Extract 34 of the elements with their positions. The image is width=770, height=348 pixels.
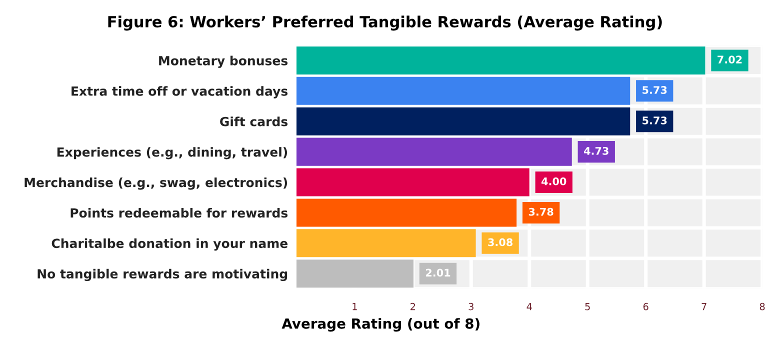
data-label: 4.73 xyxy=(584,146,608,155)
chart-title: Figure 6: Workers’ Preferred Tangible Rewards (Average Rating) xyxy=(108,16,662,31)
data-label: 7.02 xyxy=(718,56,742,64)
data-label: 5.73 xyxy=(642,116,667,124)
y-tick-label: No tangible rewards are motivating xyxy=(38,268,288,282)
bar xyxy=(296,229,476,258)
x-tick-label: 1 xyxy=(352,303,357,310)
y-tick-label: Points redeemable for rewards xyxy=(70,208,288,218)
y-tick-label: Gift cards xyxy=(220,116,288,126)
data-label: 5.73 xyxy=(642,86,667,94)
x-tick-label: 6 xyxy=(643,302,648,310)
y-tick-label: Monetary bonuses xyxy=(159,56,288,68)
y-tick-label: Experiences (e.g., dining, travel) xyxy=(57,147,288,160)
data-label: 3.08 xyxy=(488,238,513,246)
x-axis-title: Average Rating (out of 8) xyxy=(282,318,480,332)
bar xyxy=(296,260,414,288)
x-tick-label: 5 xyxy=(585,303,590,310)
bar xyxy=(296,168,530,196)
data-label: 2.01 xyxy=(426,268,450,277)
x-tick-label: 3 xyxy=(468,302,474,310)
bar xyxy=(296,107,630,136)
data-label: 3.78 xyxy=(528,208,554,216)
y-tick-label: Merchandise (e.g., swag, electronics) xyxy=(24,178,288,190)
x-tick-label: 8 xyxy=(760,302,765,310)
y-tick-label: Charitalbe donation in your name xyxy=(52,238,288,251)
bar xyxy=(296,76,630,105)
x-tick-label: 7 xyxy=(702,303,706,310)
x-tick-label: 4 xyxy=(526,303,532,310)
y-tick-label: Extra time off or vacation days xyxy=(72,86,288,98)
bar xyxy=(296,138,572,166)
data-label: 4.00 xyxy=(541,177,566,186)
x-tick-label: 2 xyxy=(410,302,416,310)
bar xyxy=(296,46,706,74)
bar xyxy=(296,198,517,227)
